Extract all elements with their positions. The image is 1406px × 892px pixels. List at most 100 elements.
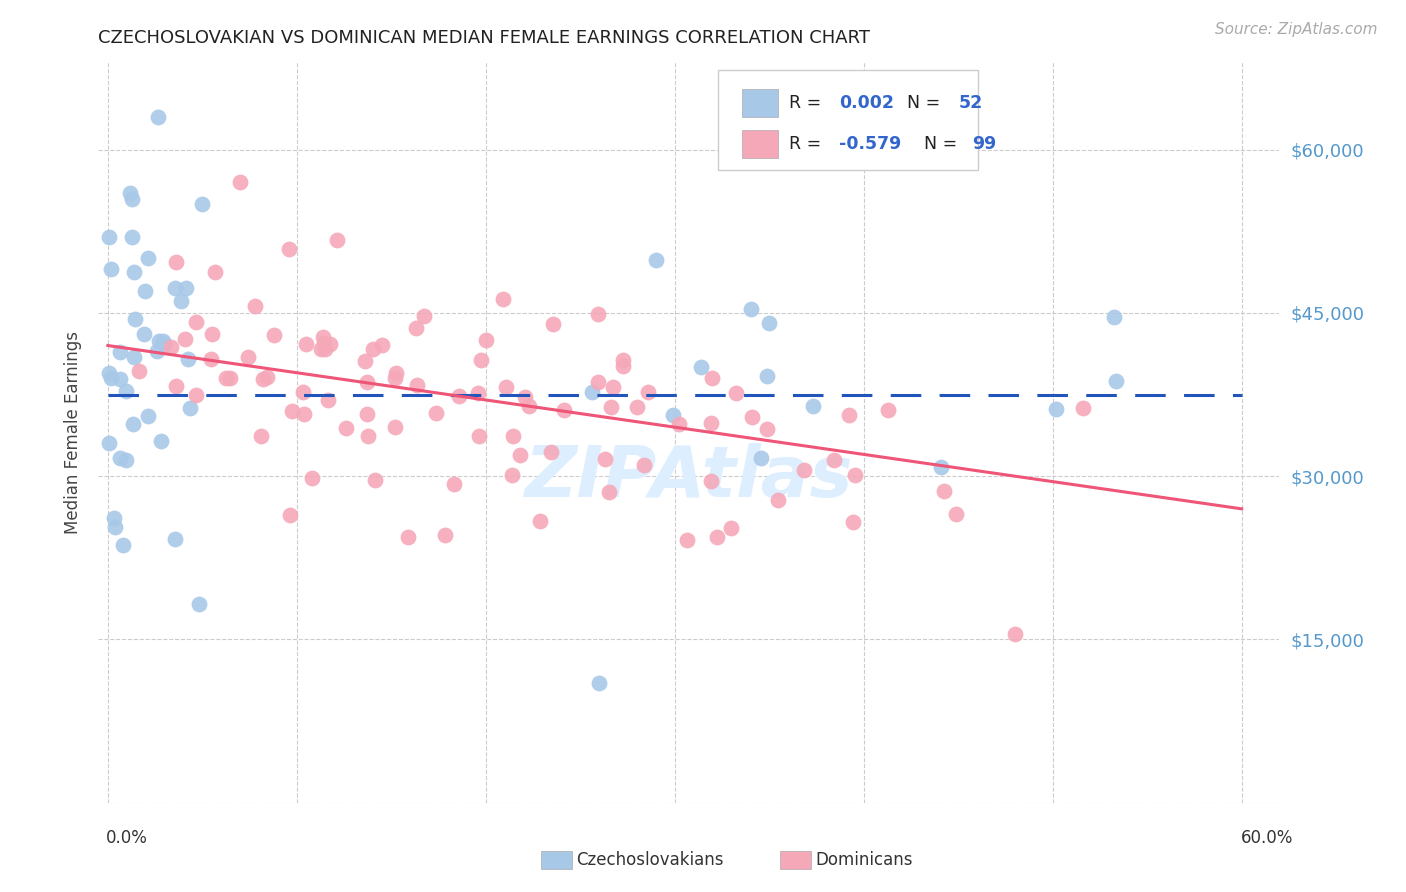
Point [877, 403, 900, 417]
Text: 99: 99 [973, 135, 997, 153]
Point [110, 372, 132, 386]
Text: 60.0%: 60.0% [1241, 829, 1294, 847]
Point [803, 399, 825, 413]
Point [281, 403, 304, 417]
Point [364, 474, 387, 488]
Point [443, 477, 465, 491]
Point [700, 417, 723, 431]
Point [838, 409, 860, 423]
Point [124, 312, 146, 326]
Point [467, 385, 489, 400]
Point [243, 300, 266, 314]
Point [312, 330, 335, 344]
Point [842, 515, 865, 529]
Text: -0.579: -0.579 [839, 135, 901, 153]
Point [121, 192, 143, 206]
Point [447, 388, 470, 402]
Text: Czechoslovakians: Czechoslovakians [576, 851, 724, 869]
Point [201, 327, 224, 342]
Point [312, 336, 335, 351]
Text: 52: 52 [959, 94, 983, 112]
Point [170, 293, 193, 308]
Point [184, 388, 207, 402]
Point [292, 408, 315, 422]
Point [174, 281, 197, 295]
Point [741, 409, 763, 424]
Point [433, 528, 456, 542]
Text: Dominicans: Dominicans [815, 851, 912, 869]
Point [662, 409, 685, 423]
Point [121, 229, 143, 244]
Point [204, 265, 226, 279]
Point [1102, 310, 1125, 324]
Point [100, 262, 122, 277]
Point [150, 434, 173, 448]
FancyBboxPatch shape [718, 70, 979, 169]
Point [103, 511, 125, 525]
Point [108, 451, 131, 466]
Point [115, 452, 138, 467]
Point [357, 429, 380, 443]
Point [517, 399, 540, 413]
Point [823, 453, 845, 467]
Point [588, 676, 610, 690]
Point [112, 538, 135, 552]
Point [371, 338, 394, 352]
Point [188, 597, 211, 611]
Point [316, 393, 339, 408]
Point [294, 337, 316, 351]
Point [98, 229, 121, 244]
Point [509, 448, 531, 462]
Point [540, 445, 562, 459]
Point [756, 422, 779, 436]
Text: Source: ZipAtlas.com: Source: ZipAtlas.com [1215, 22, 1378, 37]
Point [236, 351, 259, 365]
Text: N =: N = [914, 135, 963, 153]
Point [612, 359, 634, 373]
Point [626, 400, 648, 414]
Point [309, 343, 332, 357]
Point [146, 344, 169, 359]
Point [405, 320, 427, 334]
Point [122, 350, 145, 364]
Point [314, 342, 336, 356]
Point [495, 380, 517, 394]
Point [132, 326, 155, 341]
Point [844, 468, 866, 483]
Point [134, 284, 156, 298]
Point [250, 428, 273, 442]
Point [690, 359, 713, 374]
Point [228, 175, 250, 189]
Point [706, 531, 728, 545]
Point [146, 110, 169, 124]
Point [468, 429, 491, 443]
Point [152, 337, 174, 351]
Point [668, 417, 690, 431]
Point [160, 340, 183, 354]
Point [186, 315, 208, 329]
Point [115, 384, 138, 399]
Text: R =: R = [789, 94, 827, 112]
Point [1004, 627, 1026, 641]
Point [405, 378, 427, 392]
Point [675, 533, 697, 548]
Point [163, 533, 186, 547]
Point [602, 379, 624, 393]
Point [356, 407, 378, 421]
Point [263, 328, 285, 343]
Point [256, 370, 278, 384]
Point [335, 421, 357, 435]
Point [475, 334, 498, 348]
Bar [742, 88, 778, 117]
Point [325, 234, 347, 248]
Point [934, 483, 956, 498]
Point [118, 186, 141, 200]
Point [121, 417, 143, 432]
Point [637, 385, 659, 400]
Point [501, 467, 523, 482]
Point [929, 460, 952, 475]
Point [725, 386, 748, 401]
Point [176, 352, 198, 367]
Point [749, 451, 772, 466]
Point [165, 255, 187, 269]
